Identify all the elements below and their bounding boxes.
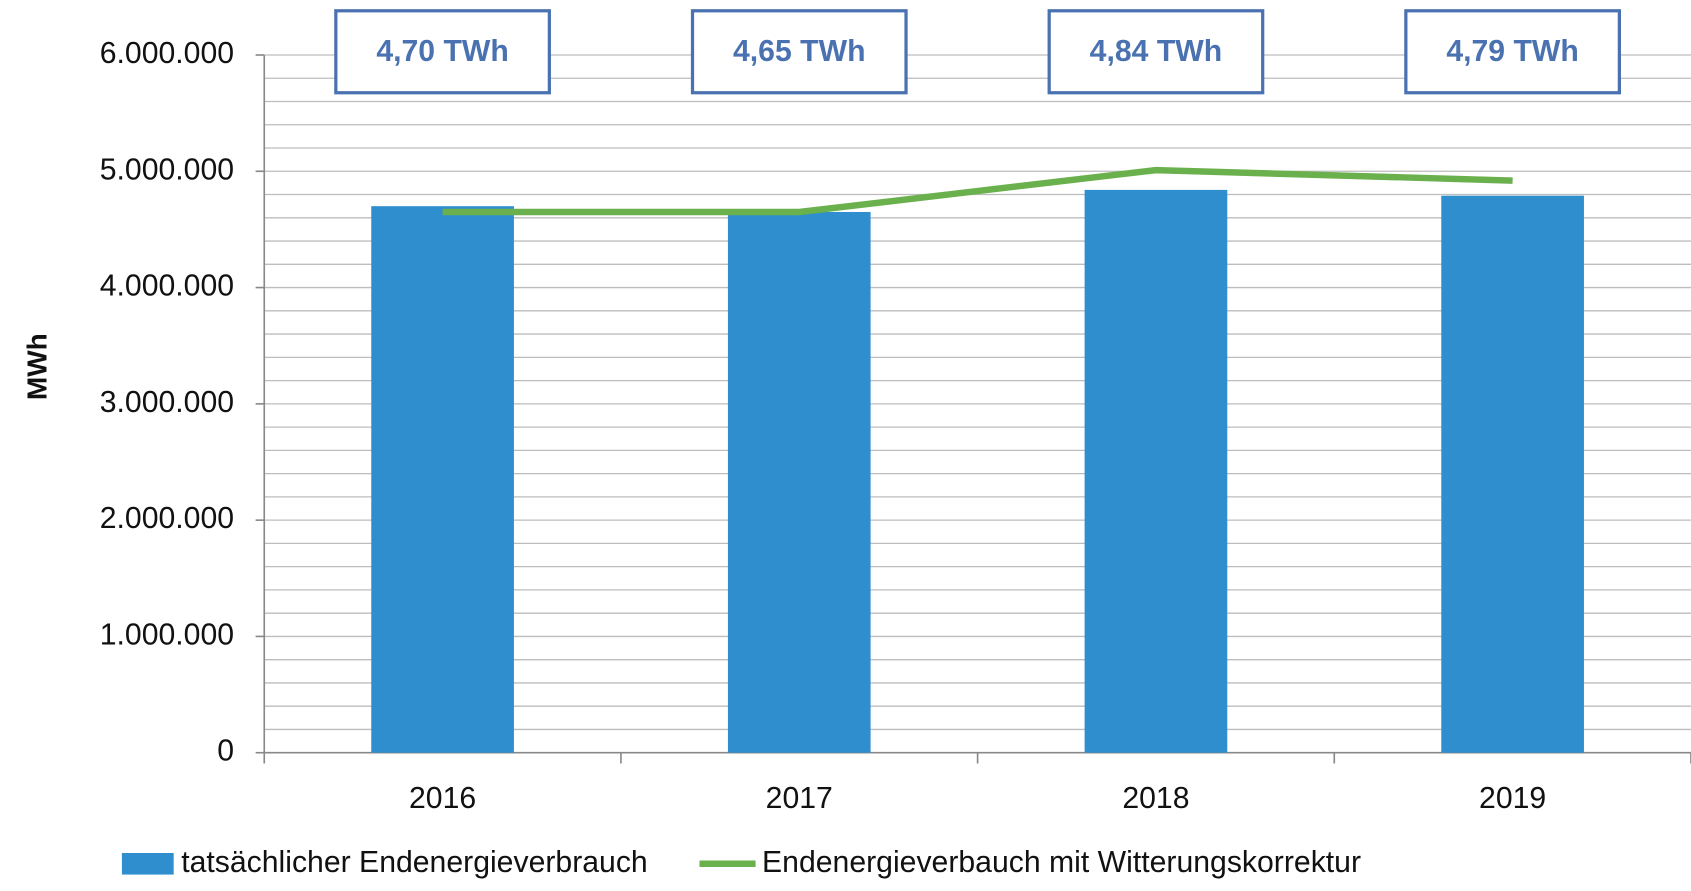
value-label-box	[1404, 9, 1621, 95]
y-tick-label: 1.000.000	[100, 618, 234, 651]
bar	[1084, 189, 1228, 753]
x-tick-label: 2016	[409, 782, 476, 815]
x-tick-label: 2018	[1122, 782, 1189, 815]
value-label: 4,84 TWh	[1090, 35, 1223, 68]
bar	[1441, 195, 1584, 753]
value-label-box	[334, 9, 551, 95]
line	[442, 166, 1513, 216]
legend-label: tatsächlicher Endenergieverbrauch	[181, 846, 648, 879]
value-label: 4,70 TWh	[376, 35, 509, 68]
y-tick-label: 0	[217, 735, 234, 768]
y-tick-label: 5.000.000	[100, 153, 234, 186]
y-tick-label: 6.000.000	[100, 37, 234, 70]
y-tick-label: 3.000.000	[100, 386, 234, 419]
value-label: 4,79 TWh	[1446, 35, 1579, 68]
x-tick-label: 2017	[766, 782, 833, 815]
legend-label: Endenergieverbauch mit Witterungskorrekt…	[762, 846, 1361, 879]
y-tick-label: 4.000.000	[100, 270, 234, 303]
legend-swatch	[121, 853, 174, 875]
bar	[371, 206, 514, 753]
y-axis-label: MWh	[21, 333, 52, 400]
value-label: 4,65 TWh	[733, 35, 866, 68]
x-tick-label: 2019	[1479, 782, 1546, 815]
value-label-box	[1047, 9, 1265, 95]
y-tick-label: 2.000.000	[100, 502, 234, 535]
bar	[727, 211, 871, 753]
value-label-box	[690, 9, 908, 95]
